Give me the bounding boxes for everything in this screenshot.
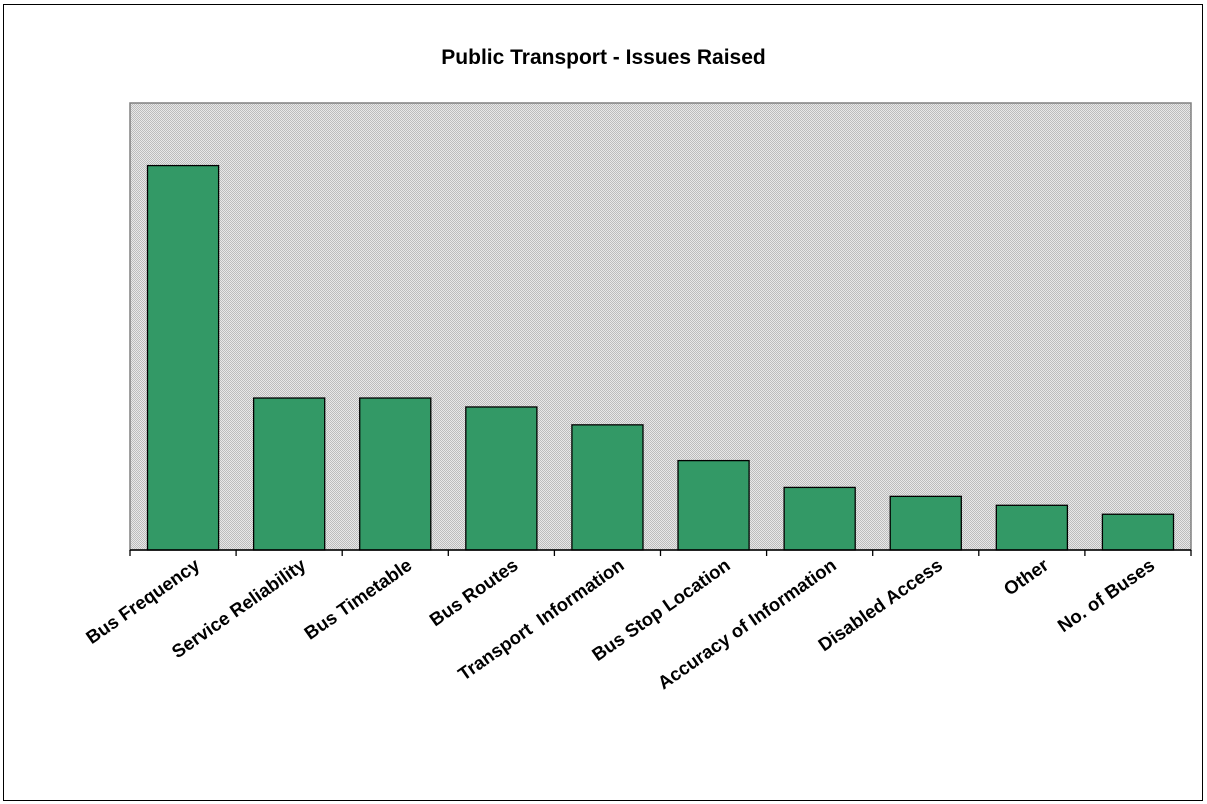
bar-7 bbox=[889, 495, 962, 551]
bar-5 bbox=[677, 459, 750, 551]
x-tick-label-6: Accuracy of Information bbox=[654, 554, 840, 693]
bar-3 bbox=[465, 406, 538, 551]
x-tick-label-3: Bus Routes bbox=[425, 554, 521, 630]
chart-title: Public Transport - Issues Raised bbox=[441, 46, 766, 69]
bar-4 bbox=[571, 424, 644, 551]
bar-8 bbox=[995, 504, 1069, 551]
bar-9 bbox=[1101, 513, 1175, 551]
x-tick-label-8: Other bbox=[1000, 554, 1052, 600]
bar-6 bbox=[783, 486, 856, 551]
x-tick-label-9: No. of Buses bbox=[1054, 554, 1159, 636]
bar-2 bbox=[359, 397, 432, 551]
x-tick-label-2: Bus Timetable bbox=[300, 554, 415, 644]
bar-1 bbox=[252, 397, 326, 551]
bar-0 bbox=[146, 164, 220, 551]
